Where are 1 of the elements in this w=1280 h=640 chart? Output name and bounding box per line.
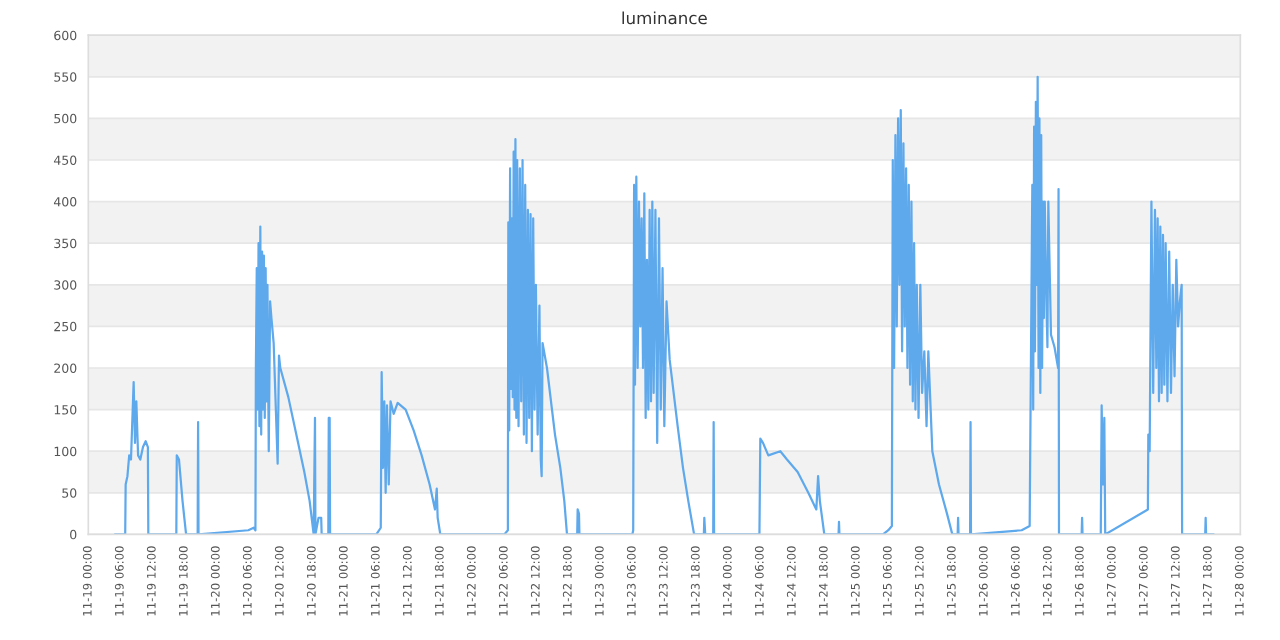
chart-title: luminance: [622, 11, 707, 25]
